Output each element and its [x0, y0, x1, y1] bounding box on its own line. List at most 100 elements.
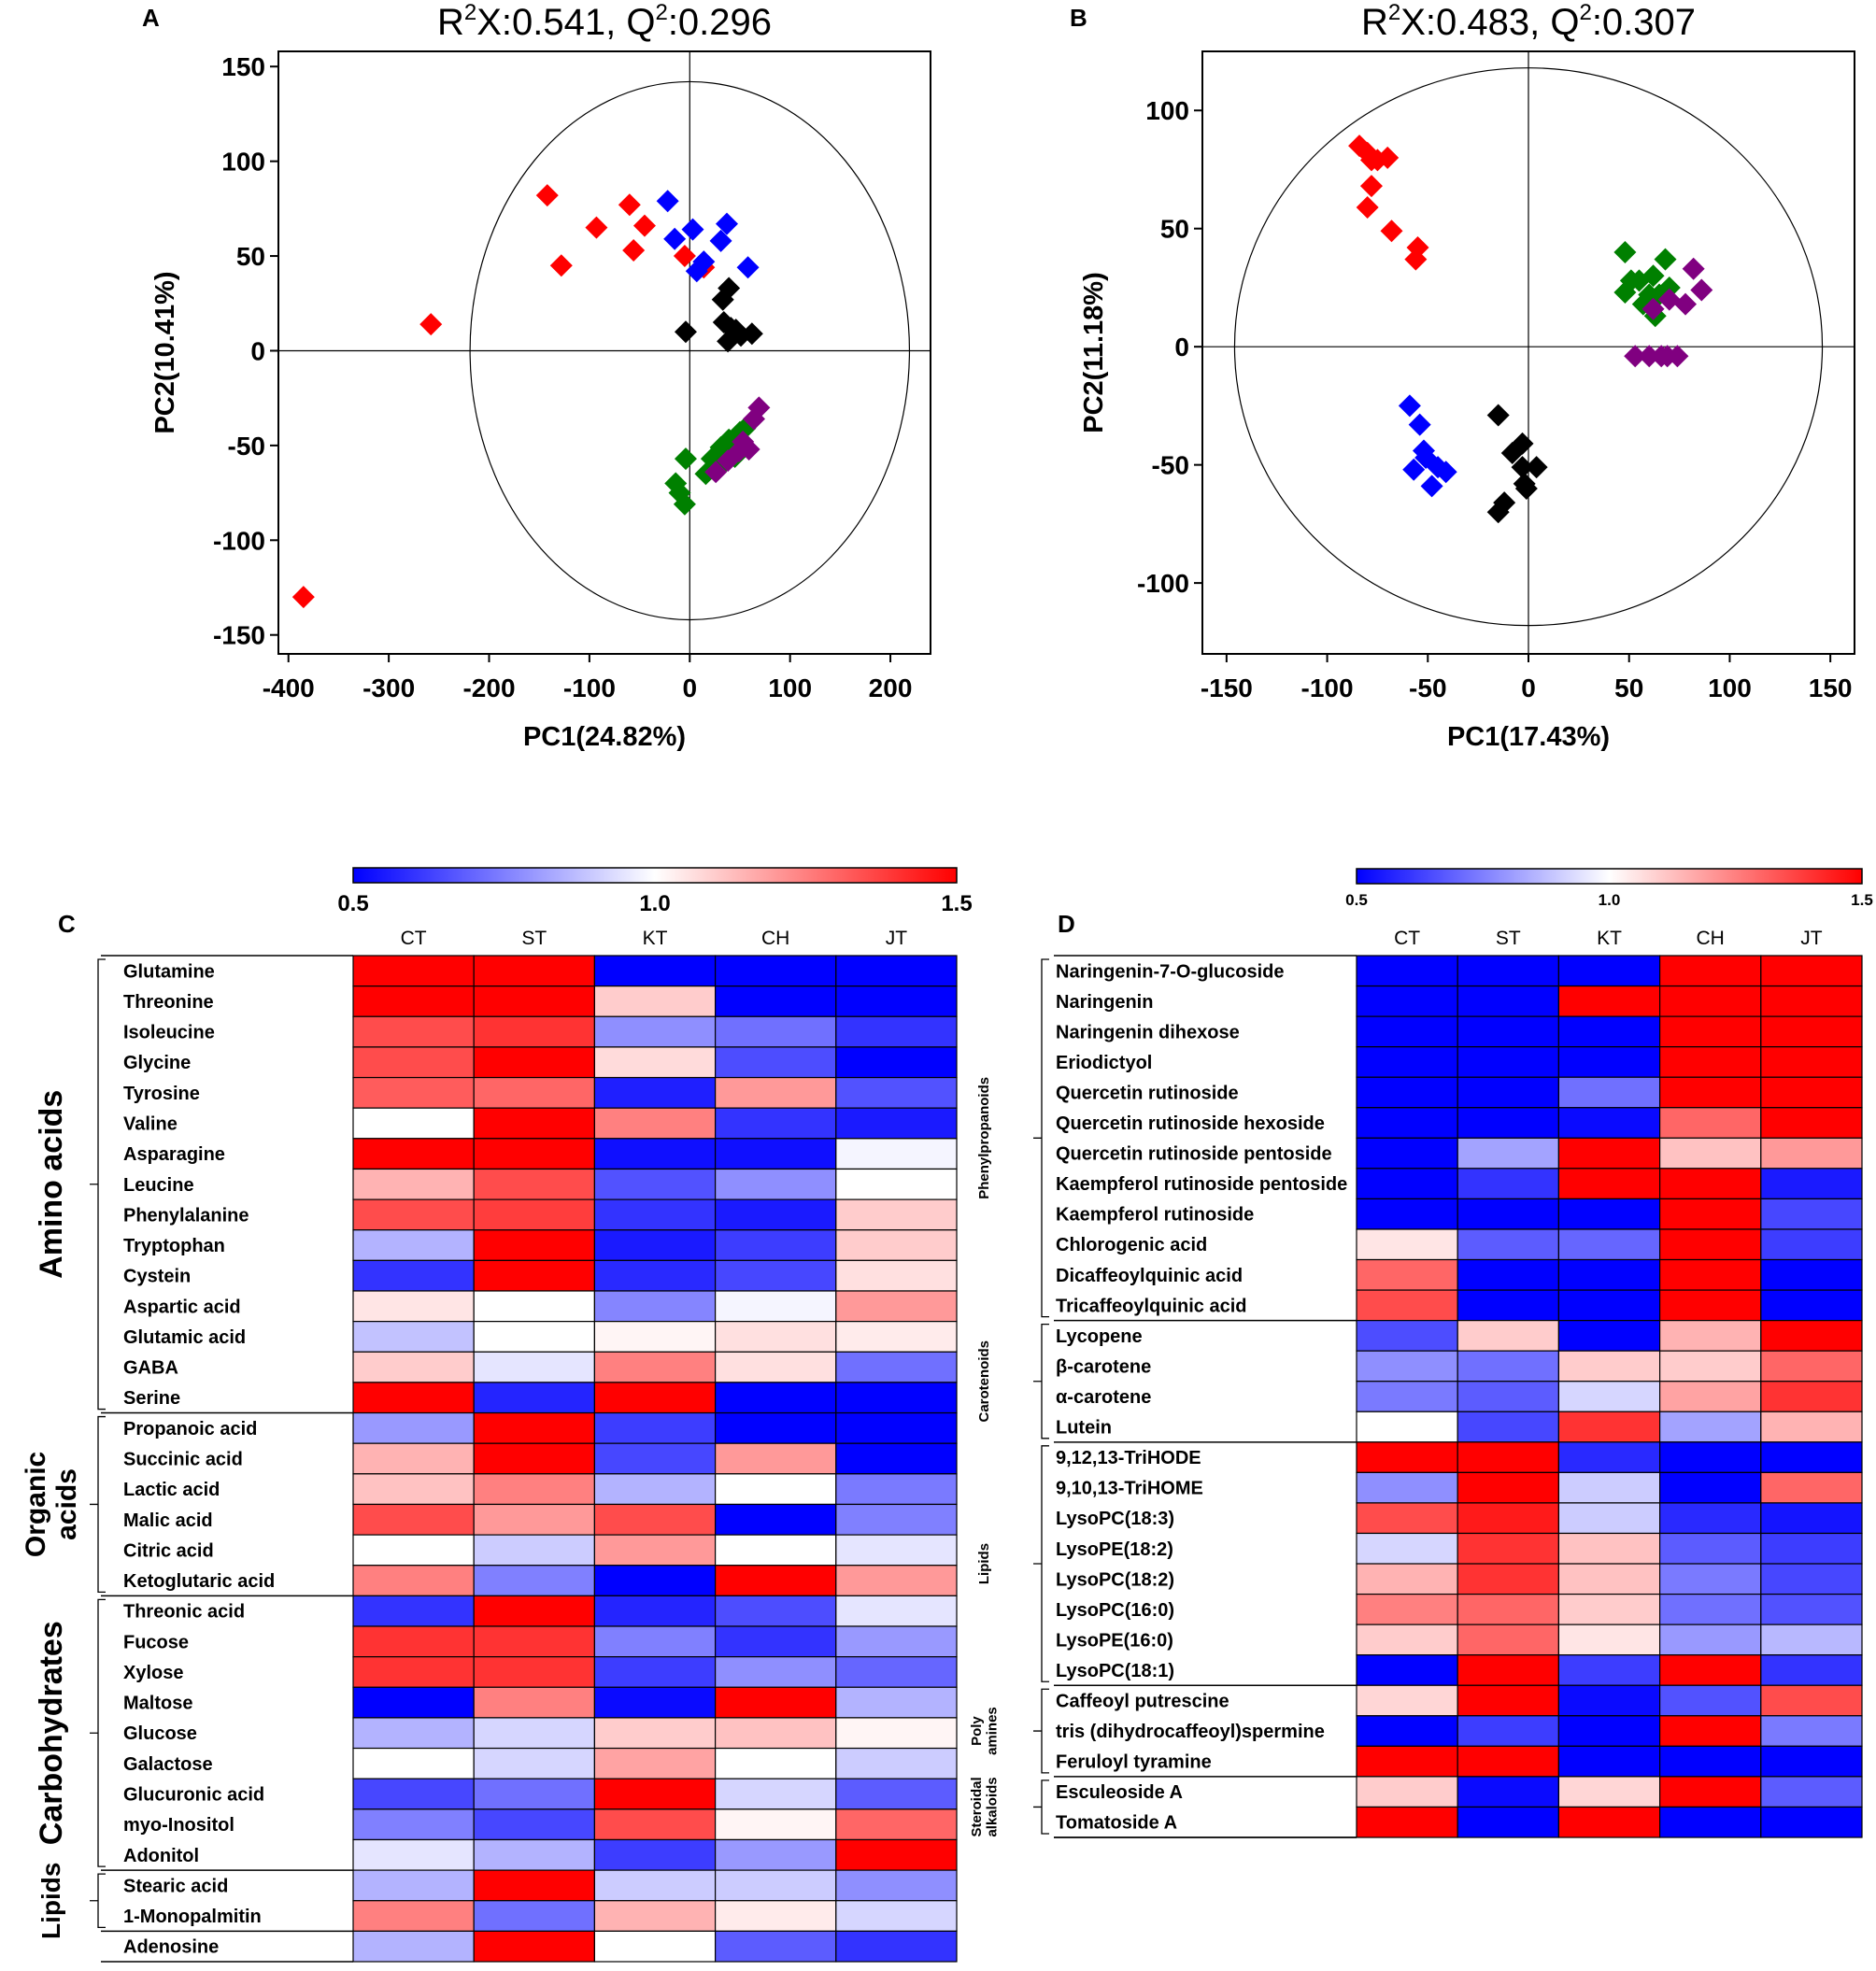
- heatmap-cell: [1356, 1563, 1458, 1595]
- heatmap-cell: [835, 1321, 958, 1353]
- heatmap-cell: [835, 1625, 958, 1658]
- heatmap-cell: [835, 1930, 958, 1963]
- heatmap-cell: [1457, 1441, 1559, 1473]
- heatmap-cell: [473, 1747, 596, 1780]
- row-label: LysoPC(16:0): [1056, 1600, 1174, 1621]
- heatmap-cell: [835, 1290, 958, 1323]
- y-tick-label: -100: [213, 526, 265, 555]
- x-tick-label: 100: [1708, 674, 1752, 702]
- data-point: [1642, 297, 1665, 320]
- heatmap-cell: [1356, 1715, 1458, 1747]
- heatmap-cell: [1356, 955, 1458, 987]
- column-header: KT: [643, 928, 668, 949]
- heatmap-cell: [352, 1625, 475, 1658]
- data-point: [674, 447, 697, 471]
- heatmap-cell: [473, 1869, 596, 1902]
- data-point: [618, 193, 641, 217]
- heatmap-cell: [473, 1838, 596, 1871]
- x-tick-label: 0: [682, 674, 697, 702]
- heatmap-cell: [593, 1686, 717, 1719]
- heatmap-cell: [1760, 955, 1863, 987]
- heatmap-cell: [835, 1107, 958, 1140]
- heatmap-cell: [1457, 1502, 1559, 1535]
- colorbar: [352, 867, 958, 884]
- heatmap-cell: [352, 1656, 475, 1688]
- heatmap-cell: [593, 1534, 717, 1567]
- heatmap-cell: [835, 1595, 958, 1627]
- heatmap-cell: [1557, 1715, 1661, 1747]
- heatmap-cell: [1658, 985, 1762, 1017]
- heatmap-cell: [593, 1168, 717, 1200]
- row-label: Lycopene: [1056, 1326, 1143, 1347]
- heatmap-cell: [714, 1625, 837, 1658]
- heatmap-cell: [1658, 1624, 1762, 1656]
- row-label: Naringenin: [1056, 992, 1153, 1013]
- heatmap-cell: [352, 1015, 475, 1048]
- heatmap-cell: [1658, 1198, 1762, 1230]
- title-segment: :0.296: [668, 2, 772, 43]
- heatmap-cell: [1557, 1381, 1661, 1412]
- data-point: [1525, 456, 1548, 479]
- heatmap-cell: [835, 1259, 958, 1292]
- heatmap-cell: [1760, 1684, 1863, 1717]
- heatmap-cell: [1457, 955, 1559, 987]
- data-point: [1408, 413, 1431, 436]
- heatmap-cell: [1760, 1563, 1863, 1595]
- data-point: [1511, 456, 1534, 479]
- heatmap-cell: [473, 1808, 596, 1841]
- row-label: tris (dihydrocaffeoyl)spermine: [1056, 1722, 1325, 1742]
- heatmap-cell: [714, 1838, 837, 1871]
- row-label: Quercetin rutinoside pentoside: [1056, 1144, 1332, 1165]
- heatmap-cell: [1658, 1776, 1762, 1808]
- row-label: Maltose: [123, 1694, 192, 1714]
- title-superscript: 2: [1579, 0, 1591, 25]
- row-label: Galactose: [123, 1754, 213, 1775]
- group-brace: [1033, 1688, 1049, 1774]
- data-point: [747, 396, 771, 419]
- heatmap-cell: [473, 1717, 596, 1750]
- heatmap-cell: [835, 1747, 958, 1780]
- group-brace: [90, 1598, 106, 1867]
- heatmap-cell: [593, 1656, 717, 1688]
- row-label: 9,12,13-TriHODE: [1056, 1448, 1201, 1468]
- heatmap-cell: [1356, 1320, 1458, 1352]
- heatmap-cell: [1760, 1745, 1863, 1778]
- heatmap-cell: [593, 1138, 717, 1170]
- row-label: Valine: [123, 1114, 178, 1135]
- heatmap-cell: [835, 1565, 958, 1596]
- colorbar: [1356, 868, 1863, 885]
- heatmap-cell: [1457, 1411, 1559, 1443]
- heatmap-cell: [593, 1565, 717, 1596]
- row-label: LysoPE(16:0): [1056, 1630, 1173, 1651]
- y-tick-label: -50: [1152, 451, 1189, 480]
- heatmap-cell: [835, 1656, 958, 1688]
- row-label: Adenosine: [123, 1937, 219, 1958]
- row-label: Chlorogenic acid: [1056, 1235, 1207, 1255]
- heatmap-cell: [1356, 1381, 1458, 1412]
- heatmap-cell: [1658, 1320, 1762, 1352]
- data-point: [1376, 146, 1400, 169]
- heatmap-cell: [714, 1198, 837, 1231]
- heatmap-cell: [473, 1565, 596, 1596]
- heatmap-cell: [593, 1625, 717, 1658]
- x-tick-label: -150: [1201, 674, 1253, 702]
- heatmap-cell: [1557, 1046, 1661, 1078]
- heatmap-cell: [1658, 1411, 1762, 1443]
- heatmap-cell: [1356, 1046, 1458, 1078]
- row-label: Tomatoside A: [1056, 1813, 1177, 1834]
- heatmap-cell: [835, 1168, 958, 1200]
- colorbar-label: 0.5: [337, 891, 368, 916]
- heatmap-cell: [352, 1534, 475, 1567]
- heatmap-cell: [1356, 1745, 1458, 1778]
- heatmap-cell: [352, 1046, 475, 1079]
- row-label: Aspartic acid: [123, 1297, 241, 1317]
- data-point: [674, 320, 697, 344]
- pca-score-plot-b: R2X:0.483, Q2:0.307-150 -100 -50 0 50 100 150-…: [1079, 0, 1855, 752]
- heatmap-cell: [352, 1900, 475, 1932]
- heatmap-cell: [714, 1717, 837, 1750]
- x-tick-label: 50: [1614, 674, 1643, 702]
- colorbar-label: 1.5: [941, 891, 972, 916]
- heatmap-cell: [714, 1259, 837, 1292]
- title-segment: X:0.483, Q: [1400, 2, 1579, 43]
